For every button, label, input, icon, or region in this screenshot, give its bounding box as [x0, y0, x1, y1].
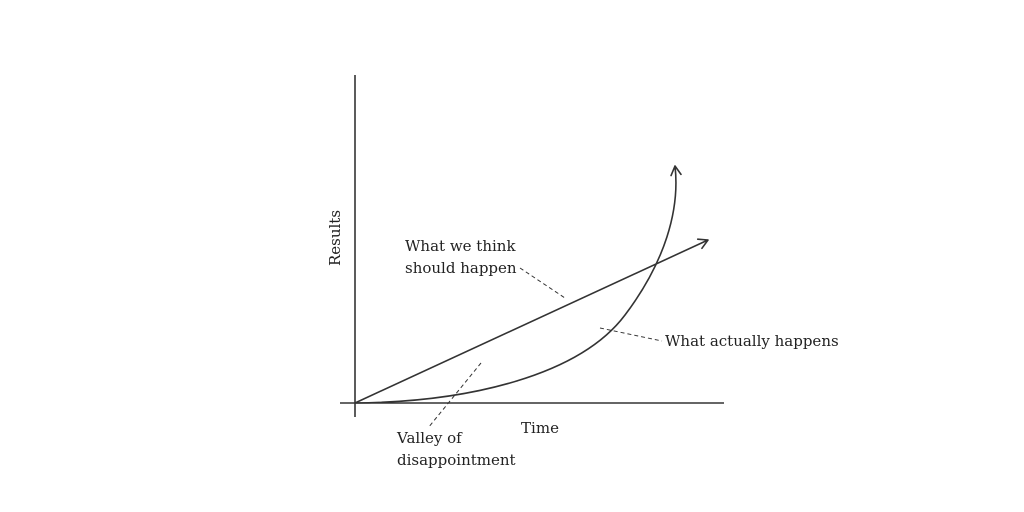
x-axis-label: Time: [521, 419, 559, 437]
valley-label-line-1: Valley of: [396, 429, 463, 447]
actual-curve-arrow: [354, 165, 682, 404]
actual-leader-line: [599, 327, 663, 342]
expected-label-line-1: What we think: [405, 237, 516, 255]
expected-line-arrow: [354, 238, 709, 404]
valley-label-line-2: disappointment: [397, 451, 516, 469]
expected-leader-line: [519, 267, 566, 299]
actual-label: What actually happens: [665, 332, 839, 350]
expected-label-line-2: should happen: [405, 259, 517, 277]
y-axis-label: Results: [326, 210, 344, 266]
